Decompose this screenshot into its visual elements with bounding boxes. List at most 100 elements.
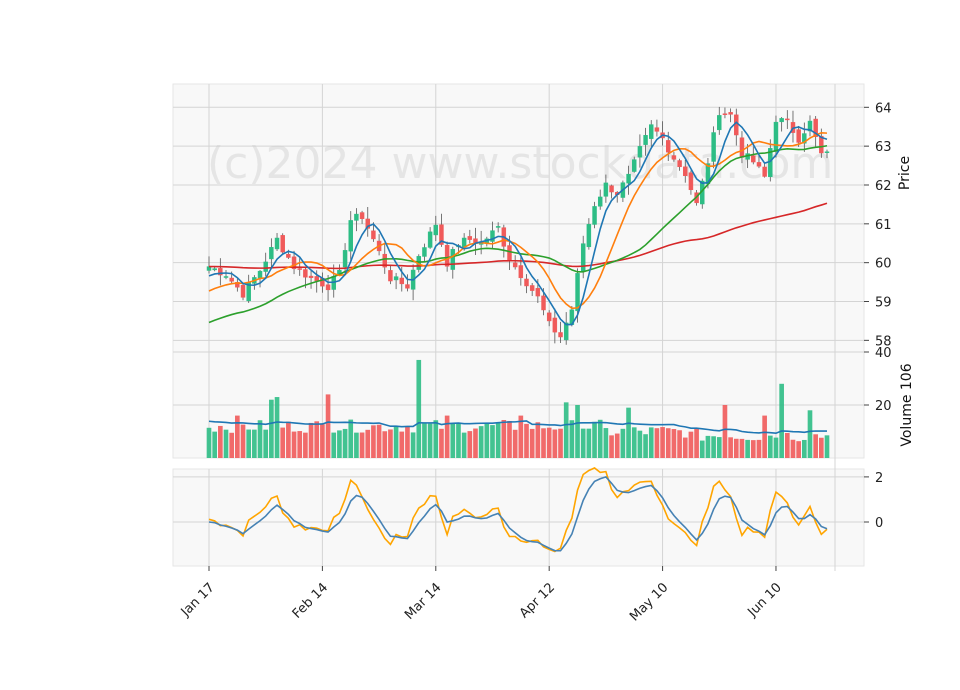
candle-body [325,284,331,291]
candle-body [263,261,268,272]
volume-bar [427,423,433,458]
price-tick-label: 58 [875,334,892,349]
volume-bar [614,433,620,458]
volume-bar [507,420,512,458]
candle-body [444,244,450,267]
candle-body [654,127,660,132]
candle-body [512,262,518,268]
volume-bar [274,397,280,458]
volume-bar [257,420,263,458]
volume-bar [382,431,388,458]
candle-body [359,212,365,219]
volume-bar [677,430,682,458]
price-axis-title: Price [897,156,913,190]
x-tick-label: Mar 14 [402,580,445,623]
candle-body [580,243,586,272]
volume-bar [784,432,790,458]
volume-bar [529,428,535,458]
volume-bar [348,419,354,458]
volume-bar [388,429,393,458]
price-tick-label: 62 [875,179,892,194]
volume-bar [405,426,410,458]
volume-bar [439,428,444,458]
candle-body [524,278,529,287]
volume-bar [501,419,507,458]
volume-bar [416,359,422,458]
volume-bar [535,422,541,458]
candle-body [824,151,830,154]
volume-bar [325,394,331,458]
signal-line [208,467,828,553]
volume-bar [756,439,762,458]
candle-body [257,270,263,279]
volume-bar [269,399,274,458]
ma-line-ma75 [208,202,828,270]
candle-body [365,218,370,229]
volume-bar [495,422,501,458]
volume-bar [688,431,694,458]
candle-body [467,236,473,240]
candle-body [433,224,439,236]
volume-bar [563,402,569,458]
candle-body [280,235,285,253]
volume-bar [354,432,359,458]
volume-bar [206,427,212,458]
volume-bar [750,440,756,458]
volume-bar [631,427,637,458]
candle-body [779,118,784,123]
candle-body [212,268,217,271]
candle-body [807,120,813,132]
volume-bar [705,435,711,458]
volume-bar [212,431,217,458]
candle-body [439,224,444,245]
candle-body [563,322,569,341]
volume-bar [801,439,807,458]
volume-bar [393,426,399,458]
candle-body [734,114,739,136]
price-tick-label: 61 [875,218,892,233]
candle-body [450,249,456,270]
volume-bar [660,427,665,458]
candle-body [348,220,353,252]
candle-body [223,276,229,278]
candle-body [552,317,558,333]
volume-bar [767,435,773,458]
candle-body [354,213,359,221]
volume-bar [603,428,609,458]
volume-bar [597,419,603,458]
volume-bar [422,423,427,458]
volume-bar [371,425,376,458]
volume-bar [342,428,348,458]
macd-line [208,475,828,552]
volume-bar [223,429,229,458]
x-tick-label: Jun 10 [744,580,784,620]
oscillator-tick-label: 2 [875,471,883,486]
candle-body [739,137,745,158]
candle-body [575,273,580,312]
volume-bar [524,423,529,458]
volume-bar [620,428,626,458]
volume-bar [580,428,586,458]
oscillator-tick-label: 0 [875,516,883,531]
candle-body [728,112,733,115]
candle-body [229,277,234,282]
volume-bar [291,431,297,458]
candle-body [711,132,716,162]
candle-body [592,206,597,225]
volume-bar [240,424,246,458]
candle-body [586,224,592,248]
volume-bar [552,429,558,458]
volume-bar [654,428,660,458]
volume-bar [320,424,325,458]
candle-body [286,253,291,258]
candle-body [218,268,223,276]
volume-bar [235,415,240,458]
volume-bar [456,423,461,458]
volume-bar [337,430,342,458]
volume-bar [365,429,371,458]
volume-bar [308,422,314,458]
candle-body [291,256,297,270]
candle-body [819,135,824,154]
ma-line-ma25 [208,144,828,324]
